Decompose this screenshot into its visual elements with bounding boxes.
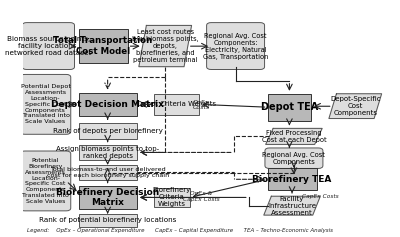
Text: Total Transportation
Cost Model: Total Transportation Cost Model [54,36,153,56]
Bar [79,123,137,139]
Text: Regional Avg. Cost
Components: Regional Avg. Cost Components [262,152,325,165]
FancyBboxPatch shape [265,148,323,169]
Text: Depot-Specific
Cost
Components: Depot-Specific Cost Components [330,96,380,116]
Text: Depot TEA: Depot TEA [260,102,318,112]
Polygon shape [139,25,192,67]
Text: Depot Decision Matrix: Depot Decision Matrix [51,100,164,109]
Text: Depot Criteria Weights: Depot Criteria Weights [137,101,216,107]
FancyBboxPatch shape [20,74,71,134]
Bar [154,94,199,115]
Text: Biorefinery Decision
Matrix: Biorefinery Decision Matrix [56,188,160,207]
Bar [268,168,316,190]
Bar [79,214,137,227]
Text: Potential
Biorefinery
Assessments
Location-
Specific Cost
Components
Translated : Potential Biorefinery Assessments Locati… [22,158,69,204]
Polygon shape [266,128,322,144]
Bar [268,94,311,121]
Bar [79,165,137,180]
Text: Legend:    OpEx – Operational Expenditure      CapEx – Capital Expenditure      : Legend: OpEx – Operational Expenditure C… [27,228,333,233]
Polygon shape [329,94,382,118]
Text: Fixed Processing
Cost at each Depot: Fixed Processing Cost at each Depot [262,130,326,143]
Text: Biomass source points,
facility locations,
networked road dataset: Biomass source points, facility location… [5,36,92,56]
Text: Biorefinery
Criteria
Weights: Biorefinery Criteria Weights [153,187,191,207]
FancyBboxPatch shape [20,151,71,211]
Text: Biorefinery TEA: Biorefinery TEA [252,175,332,184]
Bar [79,145,137,160]
Text: CapEx Costs: CapEx Costs [302,194,338,199]
Text: OpEx
Costs: OpEx Costs [192,100,210,110]
Text: Potential Depot
Assessments
Location-
Specific Cost
Components
Translated into
S: Potential Depot Assessments Location- Sp… [21,84,70,124]
Text: OpEx &
CapEx Costs: OpEx & CapEx Costs [183,191,219,202]
Text: Rank of depots per biorefinery: Rank of depots per biorefinery [53,128,163,133]
Bar [79,29,128,63]
Bar [79,93,137,116]
Text: Least cost routes
b/w biomass points,
depots,
biorefineries, and
petroleum termi: Least cost routes b/w biomass points, de… [132,29,198,63]
Text: Assign biomass points to top-
ranked depots: Assign biomass points to top- ranked dep… [56,146,159,159]
Text: Rank of potential biorefinery locations: Rank of potential biorefinery locations [39,217,176,223]
Text: Total biomass-to-end user delivered
cost for each biorefinery supply chain: Total biomass-to-end user delivered cost… [47,167,169,178]
Text: Facility
Infrastructure
Assessment: Facility Infrastructure Assessment [268,196,316,216]
Text: Regional Avg. Cost
Components:
Electricity, Natural
Gas, Transportation: Regional Avg. Cost Components: Electrici… [203,32,268,59]
Bar [79,186,137,209]
FancyBboxPatch shape [22,23,74,69]
Bar [154,188,190,207]
Polygon shape [264,196,320,215]
FancyBboxPatch shape [207,23,264,69]
